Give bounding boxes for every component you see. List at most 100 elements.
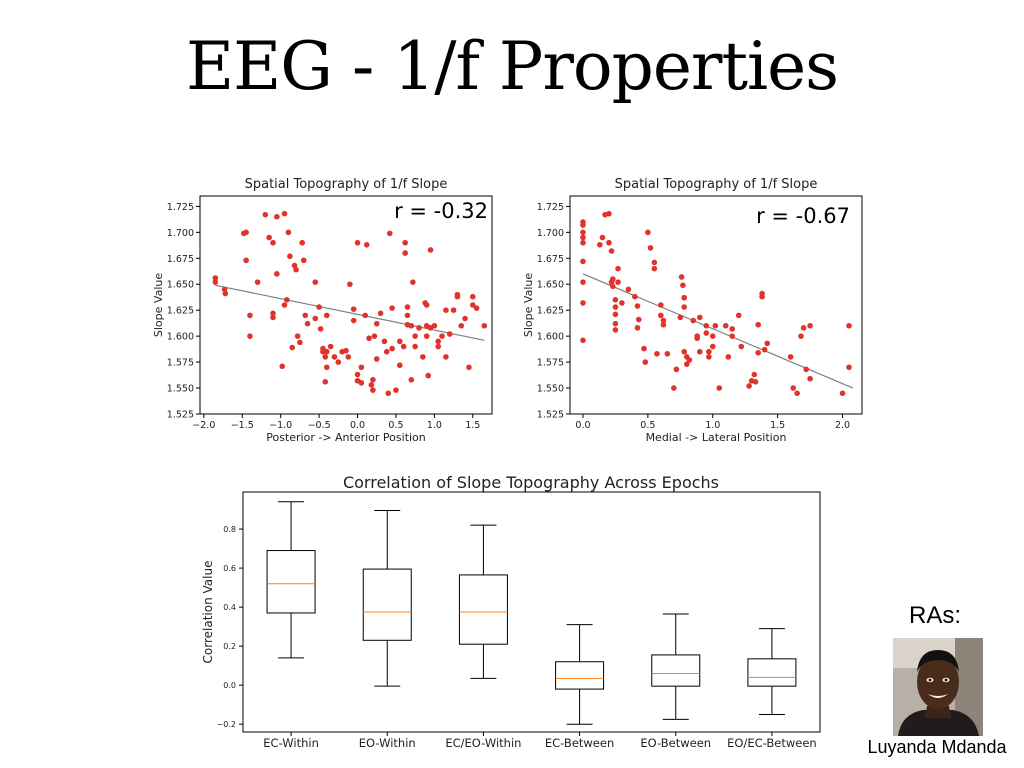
scatter-point [428, 247, 434, 253]
scatter-point [482, 323, 488, 329]
scatter-point [274, 214, 280, 220]
scatter-point [336, 359, 342, 365]
scatter-point [223, 291, 229, 297]
x-tick-label: EO-Within [359, 736, 416, 750]
scatter-point [636, 317, 642, 323]
scatter-point [613, 321, 619, 327]
scatter-point [803, 367, 809, 373]
scatter-point [710, 344, 716, 350]
scatter-point [362, 313, 368, 319]
ras-label: RAs: [895, 602, 975, 630]
scatter-point [287, 253, 293, 259]
scatter-point [432, 323, 438, 329]
scatter-point [807, 376, 813, 382]
scatter-point [322, 354, 328, 360]
x-axis-label: Posterior -> Anterior Position [266, 431, 426, 444]
scatter-point [384, 349, 390, 355]
y-tick-label: 0.8 [223, 525, 236, 534]
scatter-point [470, 294, 476, 300]
ra-portrait-photo [893, 638, 983, 736]
scatter-point [351, 318, 357, 324]
scatter-point [378, 311, 384, 317]
regression-line [215, 285, 484, 340]
scatter-point [443, 354, 449, 360]
scatter-point [703, 330, 709, 336]
scatter-point [393, 387, 399, 393]
y-tick-label: 1.550 [537, 384, 564, 395]
y-tick-label: 1.650 [167, 280, 194, 291]
y-tick-label: 1.650 [537, 280, 564, 291]
scatter-point [846, 323, 852, 329]
scatter-point [332, 354, 338, 360]
scatter-point [443, 307, 449, 313]
scatter-point [613, 304, 619, 310]
scatter-point [213, 279, 219, 285]
scatter-point [680, 282, 686, 288]
box-ec-eo-within [459, 525, 507, 678]
box-eo-ec-between [748, 629, 796, 715]
scatter-point [420, 354, 426, 360]
plot-area [200, 196, 492, 414]
scatter-point [678, 315, 684, 321]
scatter-point [305, 321, 311, 327]
scatter-point [681, 349, 687, 355]
x-tick-label: EC-Within [263, 736, 319, 750]
y-tick-label: 1.600 [167, 332, 194, 343]
iqr-box [556, 662, 604, 689]
scatter-point [385, 390, 391, 396]
scatter-point [613, 327, 619, 333]
scatter-point [706, 354, 712, 360]
scatter-point [410, 279, 416, 285]
scatter-point [794, 390, 800, 396]
scatter-point [619, 300, 625, 306]
slide-title: EEG - 1/f Properties [0, 28, 1024, 105]
scatter-point [409, 377, 415, 383]
scatter-point [687, 357, 693, 363]
scatter-point [613, 312, 619, 318]
scatter-point [293, 267, 299, 273]
scatter-point [580, 279, 586, 285]
scatter-point [355, 240, 361, 246]
scatter-point [840, 390, 846, 396]
scatter-point [374, 356, 380, 362]
scatter-point [626, 287, 632, 293]
scatter-point [690, 318, 696, 324]
scatter-point [322, 379, 328, 385]
scatter-point [324, 349, 330, 355]
box-eo-within [363, 511, 411, 687]
y-tick-label: 1.725 [537, 202, 564, 213]
y-tick-label: 0.0 [223, 681, 236, 690]
scatter-points [213, 211, 488, 396]
scatter-point [270, 315, 276, 321]
scatter-point [661, 318, 667, 324]
scatter-point [466, 364, 472, 370]
x-tick-label: EO/EC-Between [727, 736, 817, 750]
x-tick-label: 1.0 [705, 420, 720, 431]
scatter-point [366, 335, 372, 341]
scatter-point [274, 271, 280, 277]
scatter-point [424, 302, 430, 308]
y-tick-label: 1.675 [537, 254, 564, 265]
scatter-point [613, 297, 619, 303]
scatter-point [397, 339, 403, 345]
scatter-point [328, 344, 334, 350]
x-tick-label: −1.0 [269, 420, 292, 431]
scatter-point [846, 364, 852, 370]
scatter-point [580, 230, 586, 236]
scatter-point [580, 222, 586, 228]
scatter-point [299, 240, 305, 246]
scatter-point [243, 258, 249, 264]
iqr-box [267, 551, 315, 613]
box-eo-between [652, 614, 700, 719]
scatter-chart-posterior-anterior: Spatial Topography of 1/f Slope 1.5251.5… [150, 170, 495, 450]
scatter-point [642, 359, 648, 365]
y-tick-label: 1.700 [537, 228, 564, 239]
scatter-point [580, 235, 586, 241]
scatter-point [359, 364, 365, 370]
scatter-point [412, 344, 418, 350]
scatter-point [697, 315, 703, 321]
scatter-point [324, 313, 330, 319]
scatter-point [739, 344, 745, 350]
regression-line [583, 274, 853, 388]
scatter-point [355, 372, 361, 378]
